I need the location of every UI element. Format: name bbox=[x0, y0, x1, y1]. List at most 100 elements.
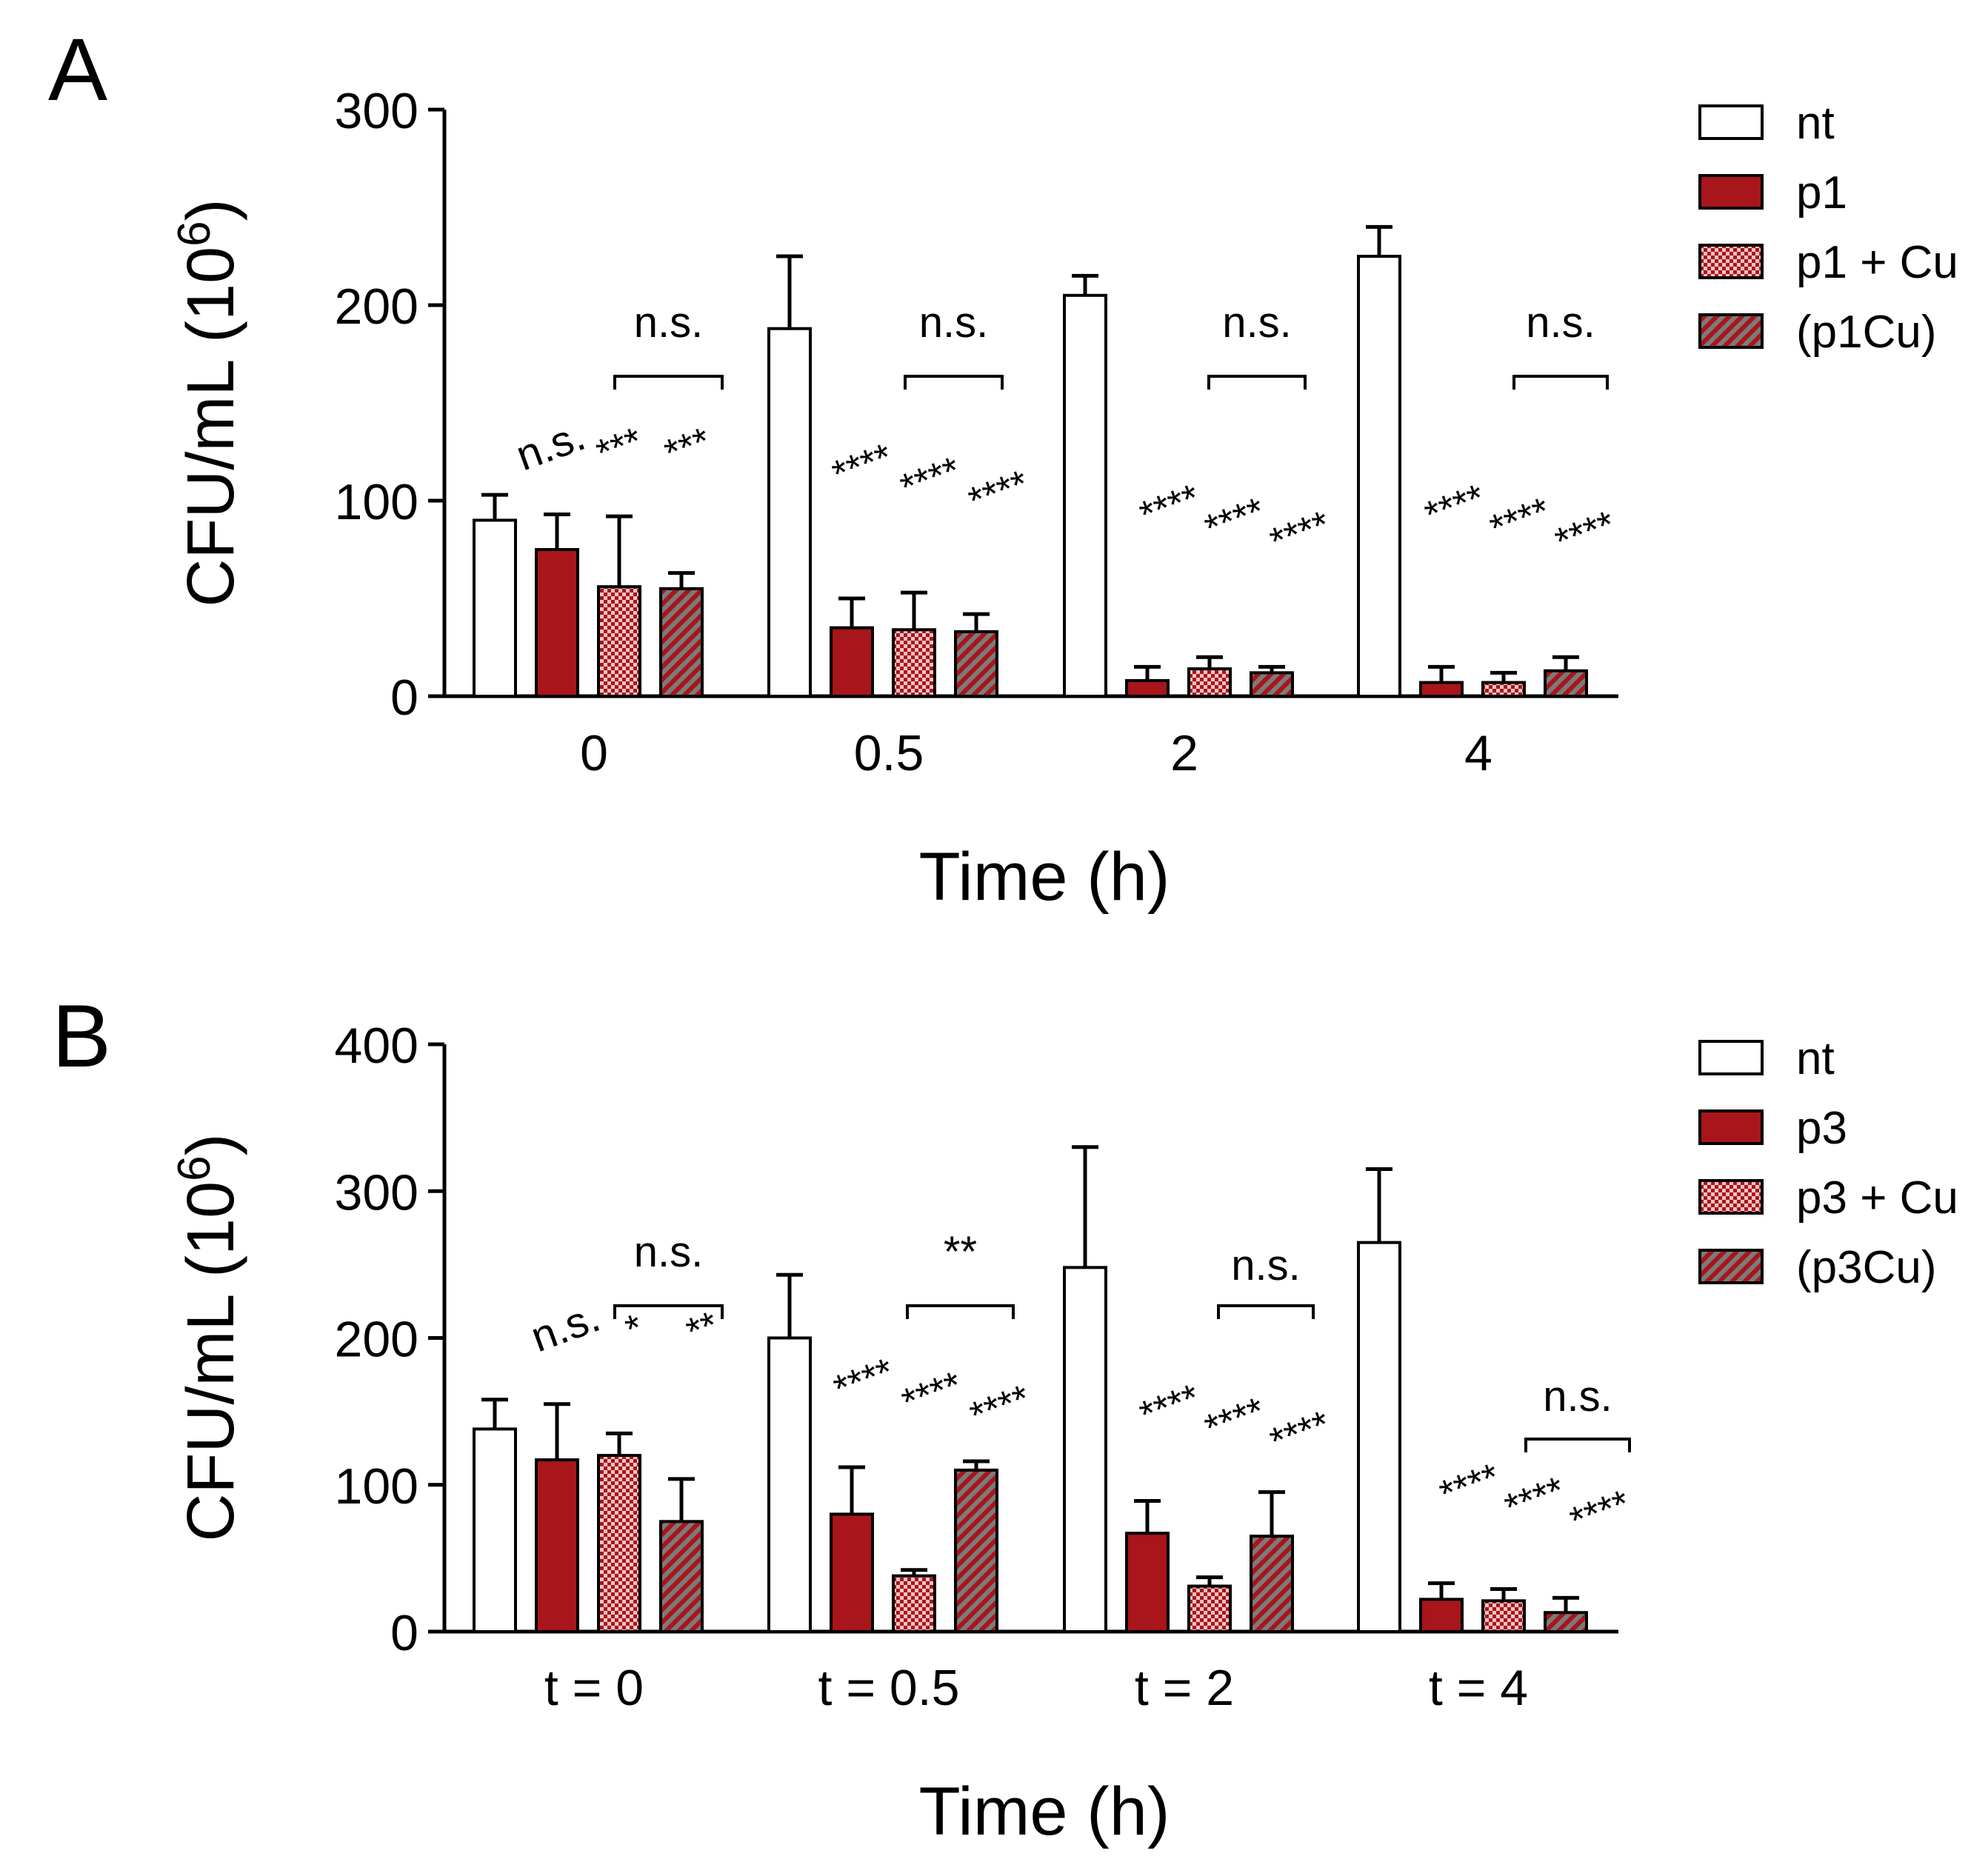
x-axis-label: Time (h) bbox=[918, 839, 1170, 915]
y-tick-label: 100 bbox=[335, 1458, 418, 1515]
significance-label: **** bbox=[963, 462, 1034, 523]
legend-swatch bbox=[1698, 313, 1764, 349]
significance-label: **** bbox=[1199, 490, 1270, 550]
bar bbox=[1250, 1535, 1294, 1633]
bar bbox=[473, 1427, 517, 1634]
legend-label: nt bbox=[1796, 98, 1835, 149]
legend-label: p1 bbox=[1796, 167, 1847, 218]
bar bbox=[954, 630, 998, 698]
x-tick-label: t = 0 bbox=[544, 1660, 644, 1716]
legend-swatch bbox=[1698, 1109, 1764, 1145]
y-tick-label: 400 bbox=[335, 1018, 418, 1074]
bar bbox=[1125, 678, 1170, 698]
significance-label: **** bbox=[1199, 1389, 1270, 1450]
y-axis-label: CFU/mL (106) bbox=[169, 1133, 248, 1541]
x-tick-label: t = 2 bbox=[1135, 1660, 1234, 1716]
bar bbox=[954, 1468, 998, 1634]
bar bbox=[767, 327, 812, 698]
legend-swatch bbox=[1698, 1040, 1764, 1075]
bracket-label: n.s. bbox=[1543, 1372, 1612, 1421]
legend-label: p3 + Cu bbox=[1796, 1172, 1958, 1224]
bar bbox=[1357, 255, 1401, 698]
bar bbox=[1544, 1611, 1588, 1634]
significance-label: *** bbox=[659, 419, 716, 475]
bar bbox=[1419, 681, 1464, 698]
bracket-label: n.s. bbox=[1222, 298, 1292, 347]
bar bbox=[892, 628, 936, 698]
significance-bracket bbox=[1207, 375, 1307, 390]
bracket-label: n.s. bbox=[919, 298, 989, 347]
bar bbox=[659, 1520, 704, 1633]
bar bbox=[830, 1512, 874, 1634]
y-tick-label: 200 bbox=[335, 1312, 418, 1368]
bar bbox=[535, 548, 579, 698]
legend-swatch bbox=[1698, 1249, 1764, 1284]
bar bbox=[892, 1574, 936, 1634]
significance-bracket bbox=[1217, 1304, 1315, 1319]
significance-label: **** bbox=[827, 435, 898, 496]
significance-label: **** bbox=[1550, 503, 1621, 564]
significance-label: **** bbox=[1264, 503, 1335, 564]
significance-label: **** bbox=[1564, 1482, 1635, 1543]
bracket-label: n.s. bbox=[1231, 1241, 1301, 1289]
bar bbox=[659, 587, 704, 698]
legend-swatch bbox=[1698, 1179, 1764, 1215]
bar bbox=[1063, 293, 1107, 698]
legend-swatch bbox=[1698, 104, 1764, 140]
significance-label: **** bbox=[896, 1364, 967, 1424]
bar bbox=[1250, 671, 1294, 698]
significance-bracket bbox=[906, 1304, 1015, 1319]
significance-label: **** bbox=[1419, 476, 1490, 537]
bar bbox=[1419, 1598, 1464, 1634]
y-tick-label: 300 bbox=[335, 83, 418, 139]
y-tick-label: 0 bbox=[390, 670, 418, 726]
bracket-label: n.s. bbox=[634, 298, 704, 347]
significance-label: ** bbox=[681, 1304, 724, 1354]
significance-bracket bbox=[1524, 1438, 1631, 1452]
bar bbox=[830, 626, 874, 698]
legend-label: (p3Cu) bbox=[1796, 1242, 1937, 1293]
legend-label: (p1Cu) bbox=[1796, 307, 1937, 358]
x-tick-label: 0.5 bbox=[854, 725, 924, 781]
x-tick-label: 0 bbox=[580, 725, 608, 781]
significance-bracket bbox=[613, 375, 724, 390]
y-axis-label: CFU/mL (106) bbox=[169, 198, 248, 607]
bar bbox=[597, 1454, 641, 1633]
bar bbox=[1481, 1599, 1526, 1633]
bracket-label: ** bbox=[944, 1228, 977, 1276]
bar bbox=[1063, 1266, 1107, 1633]
x-tick-label: 4 bbox=[1464, 725, 1492, 781]
bar bbox=[1187, 667, 1232, 698]
significance-label: **** bbox=[1134, 1376, 1205, 1437]
bar bbox=[767, 1336, 812, 1633]
x-tick-label: t = 0.5 bbox=[818, 1660, 960, 1716]
significance-label: **** bbox=[828, 1350, 899, 1411]
significance-label: **** bbox=[1484, 490, 1555, 550]
legend-label: nt bbox=[1796, 1033, 1835, 1084]
legend-swatch bbox=[1698, 244, 1764, 279]
y-tick-label: 100 bbox=[335, 474, 418, 530]
panel-label-a: A bbox=[48, 20, 107, 119]
bar bbox=[1187, 1584, 1232, 1633]
legend-label: p3 bbox=[1796, 1103, 1847, 1154]
significance-label: **** bbox=[964, 1377, 1035, 1438]
bar bbox=[535, 1458, 579, 1633]
bar bbox=[1481, 681, 1526, 698]
legend-label: p1 + Cu bbox=[1796, 237, 1958, 288]
significance-label: n.s. bbox=[510, 411, 591, 480]
x-tick-label: t = 4 bbox=[1429, 1660, 1528, 1716]
bracket-label: n.s. bbox=[1526, 298, 1595, 347]
bracket-label: n.s. bbox=[634, 1228, 704, 1276]
y-tick-label: 0 bbox=[390, 1605, 418, 1661]
bar bbox=[1544, 669, 1588, 698]
significance-label: n.s. bbox=[524, 1292, 606, 1361]
significance-label: **** bbox=[1264, 1403, 1335, 1463]
y-tick-label: 200 bbox=[335, 278, 418, 335]
significance-bracket bbox=[1512, 375, 1609, 390]
x-tick-label: 2 bbox=[1170, 725, 1198, 781]
significance-label: **** bbox=[1499, 1469, 1570, 1529]
legend-swatch bbox=[1698, 174, 1764, 210]
significance-bracket bbox=[904, 375, 1004, 390]
significance-label: * bbox=[620, 1306, 649, 1351]
